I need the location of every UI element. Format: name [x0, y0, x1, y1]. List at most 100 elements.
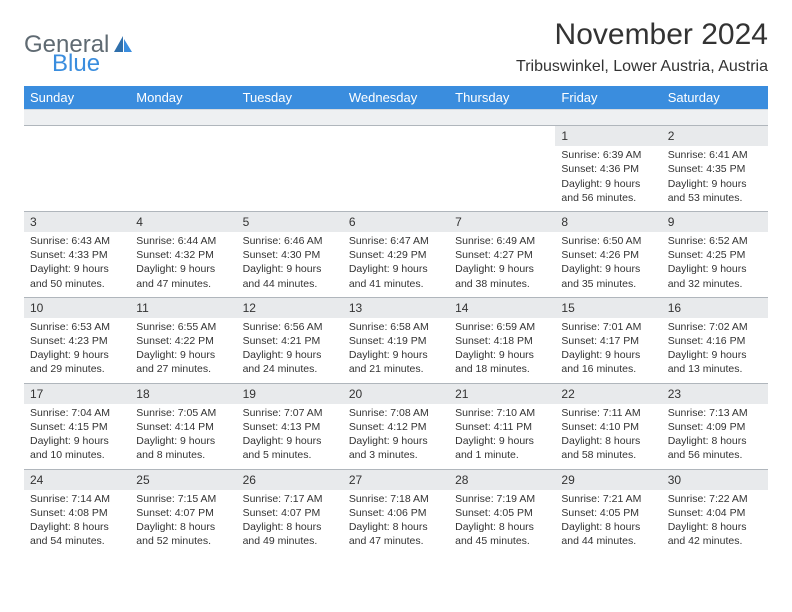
day-cell [237, 126, 343, 211]
daylight-text: and 44 minutes. [243, 277, 337, 291]
daylight-text: and 47 minutes. [136, 277, 230, 291]
sunrise-text: Sunrise: 6:59 AM [455, 320, 549, 334]
dow-monday: Monday [130, 86, 236, 109]
logo: General Blue [24, 34, 134, 76]
day-number: 17 [24, 384, 130, 404]
week-row: 24 Sunrise: 7:14 AMSunset: 4:08 PM Dayligh… [24, 469, 768, 555]
sunset-text: Sunset: 4:21 PM [243, 334, 337, 348]
daylight-text: Daylight: 9 hours [349, 434, 443, 448]
sunrise-text: Sunrise: 6:47 AM [349, 234, 443, 248]
sunset-text: Sunset: 4:16 PM [668, 334, 762, 348]
sunrise-text: Sunrise: 7:18 AM [349, 492, 443, 506]
sunset-text: Sunset: 4:07 PM [243, 506, 337, 520]
daylight-text: Daylight: 8 hours [668, 520, 762, 534]
sunset-text: Sunset: 4:08 PM [30, 506, 124, 520]
sunset-text: Sunset: 4:06 PM [349, 506, 443, 520]
day-number: 19 [237, 384, 343, 404]
day-number: 9 [662, 212, 768, 232]
sunrise-text: Sunrise: 7:07 AM [243, 406, 337, 420]
week-row: 17Sunrise: 7:04 AMSunset: 4:15 PMDayligh… [24, 383, 768, 469]
day-number: 5 [237, 212, 343, 232]
sunrise-text: Sunrise: 7:05 AM [136, 406, 230, 420]
sunrise-text: Sunrise: 7:11 AM [561, 406, 655, 420]
sunrise-text: Sunrise: 7:10 AM [455, 406, 549, 420]
day-cell: 9 Sunrise: 6:52 AMSunset: 4:25 PMDaylight… [662, 212, 768, 297]
day-number: 27 [343, 470, 449, 490]
sunset-text: Sunset: 4:25 PM [668, 248, 762, 262]
daylight-text: and 5 minutes. [243, 448, 337, 462]
daylight-text: and 42 minutes. [668, 534, 762, 548]
day-cell: 6Sunrise: 6:47 AMSunset: 4:29 PMDaylight… [343, 212, 449, 297]
day-cell: 16Sunrise: 7:02 AMSunset: 4:16 PMDayligh… [662, 298, 768, 383]
daylight-text: Daylight: 8 hours [349, 520, 443, 534]
day-number: 8 [555, 212, 661, 232]
page-title: November 2024 [516, 18, 768, 52]
sunrise-text: Sunrise: 6:44 AM [136, 234, 230, 248]
daylight-text: and 1 minute. [455, 448, 549, 462]
sunrise-text: Sunrise: 7:17 AM [243, 492, 337, 506]
daylight-text: Daylight: 8 hours [561, 520, 655, 534]
weeks-container: 1Sunrise: 6:39 AMSunset: 4:36 PMDaylight… [24, 125, 768, 554]
sunset-text: Sunset: 4:23 PM [30, 334, 124, 348]
daylight-text: and 52 minutes. [136, 534, 230, 548]
sunrise-text: Sunrise: 7:14 AM [30, 492, 124, 506]
sunrise-text: Sunrise: 6:52 AM [668, 234, 762, 248]
day-cell: 29Sunrise: 7:21 AMSunset: 4:05 PMDayligh… [555, 470, 661, 555]
sunset-text: Sunset: 4:13 PM [243, 420, 337, 434]
day-number: 21 [449, 384, 555, 404]
day-cell: 12Sunrise: 6:56 AMSunset: 4:21 PMDayligh… [237, 298, 343, 383]
daylight-text: and 18 minutes. [455, 362, 549, 376]
sunrise-text: Sunrise: 7:13 AM [668, 406, 762, 420]
day-of-week-header: Sunday Monday Tuesday Wednesday Thursday… [24, 86, 768, 109]
daylight-text: and 56 minutes. [561, 191, 655, 205]
daylight-text: and 16 minutes. [561, 362, 655, 376]
day-number: 24 [24, 470, 130, 490]
logo-text: General Blue [24, 34, 134, 76]
daylight-text: and 50 minutes. [30, 277, 124, 291]
sunset-text: Sunset: 4:30 PM [243, 248, 337, 262]
sunrise-text: Sunrise: 7:22 AM [668, 492, 762, 506]
daylight-text: and 38 minutes. [455, 277, 549, 291]
daylight-text: Daylight: 9 hours [136, 348, 230, 362]
daylight-text: and 58 minutes. [561, 448, 655, 462]
day-cell: 27 Sunrise: 7:18 AMSunset: 4:06 PMDayligh… [343, 470, 449, 555]
logo-sail-icon [112, 34, 134, 57]
dow-friday: Friday [555, 86, 661, 109]
day-number: 3 [24, 212, 130, 232]
daylight-text: Daylight: 9 hours [455, 262, 549, 276]
daylight-text: Daylight: 9 hours [668, 262, 762, 276]
day-number: 7 [449, 212, 555, 232]
sunrise-text: Sunrise: 7:19 AM [455, 492, 549, 506]
calendar: Sunday Monday Tuesday Wednesday Thursday… [24, 86, 768, 554]
daylight-text: Daylight: 9 hours [668, 177, 762, 191]
sunset-text: Sunset: 4:15 PM [30, 420, 124, 434]
day-number: 20 [343, 384, 449, 404]
daylight-text: Daylight: 9 hours [668, 348, 762, 362]
daylight-text: Daylight: 9 hours [561, 177, 655, 191]
day-number: 11 [130, 298, 236, 318]
daylight-text: and 24 minutes. [243, 362, 337, 376]
sunset-text: Sunset: 4:17 PM [561, 334, 655, 348]
sunset-text: Sunset: 4:19 PM [349, 334, 443, 348]
daylight-text: and 29 minutes. [30, 362, 124, 376]
daylight-text: and 49 minutes. [243, 534, 337, 548]
sunrise-text: Sunrise: 6:56 AM [243, 320, 337, 334]
day-cell: 19 Sunrise: 7:07 AMSunset: 4:13 PMDayligh… [237, 384, 343, 469]
day-cell: 7Sunrise: 6:49 AMSunset: 4:27 PMDaylight… [449, 212, 555, 297]
day-number: 13 [343, 298, 449, 318]
day-number: 25 [130, 470, 236, 490]
daylight-text: and 54 minutes. [30, 534, 124, 548]
sunset-text: Sunset: 4:07 PM [136, 506, 230, 520]
sunrise-text: Sunrise: 6:53 AM [30, 320, 124, 334]
daylight-text: Daylight: 9 hours [455, 348, 549, 362]
daylight-text: Daylight: 9 hours [136, 262, 230, 276]
dow-tuesday: Tuesday [237, 86, 343, 109]
daylight-text: Daylight: 9 hours [243, 434, 337, 448]
day-number: 6 [343, 212, 449, 232]
sunrise-text: Sunrise: 6:55 AM [136, 320, 230, 334]
daylight-text: Daylight: 8 hours [243, 520, 337, 534]
blank-strip [24, 109, 768, 125]
day-cell [130, 126, 236, 211]
sunset-text: Sunset: 4:35 PM [668, 162, 762, 176]
day-cell: 20Sunrise: 7:08 AMSunset: 4:12 PMDayligh… [343, 384, 449, 469]
